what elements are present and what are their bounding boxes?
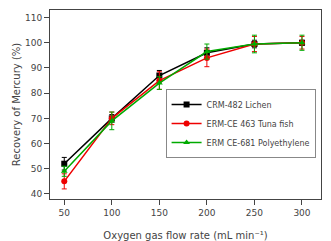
svg-text:70: 70 <box>31 114 43 124</box>
svg-text:90: 90 <box>31 63 43 73</box>
svg-text:60: 60 <box>31 139 43 149</box>
svg-text:ERM CE-681 Polyethylene: ERM CE-681 Polyethylene <box>207 139 310 148</box>
svg-text:ERM-CE 463 Tuna fish: ERM-CE 463 Tuna fish <box>207 120 294 129</box>
svg-text:50: 50 <box>59 208 71 218</box>
svg-text:80: 80 <box>31 88 43 98</box>
svg-text:40: 40 <box>31 189 43 199</box>
svg-text:200: 200 <box>198 208 215 218</box>
svg-text:150: 150 <box>151 208 168 218</box>
svg-text:Recovery of Mercury (%): Recovery of Mercury (%) <box>11 43 22 166</box>
svg-text:300: 300 <box>293 208 310 218</box>
svg-text:250: 250 <box>246 208 263 218</box>
svg-text:CRM-482 Lichen: CRM-482 Lichen <box>207 101 272 110</box>
svg-text:110: 110 <box>25 13 42 23</box>
svg-text:100: 100 <box>103 208 120 218</box>
svg-text:Oxygen gas flow rate (mL min⁻¹: Oxygen gas flow rate (mL min⁻¹) <box>103 230 267 241</box>
svg-text:100: 100 <box>25 38 42 48</box>
svg-text:50: 50 <box>31 164 43 174</box>
